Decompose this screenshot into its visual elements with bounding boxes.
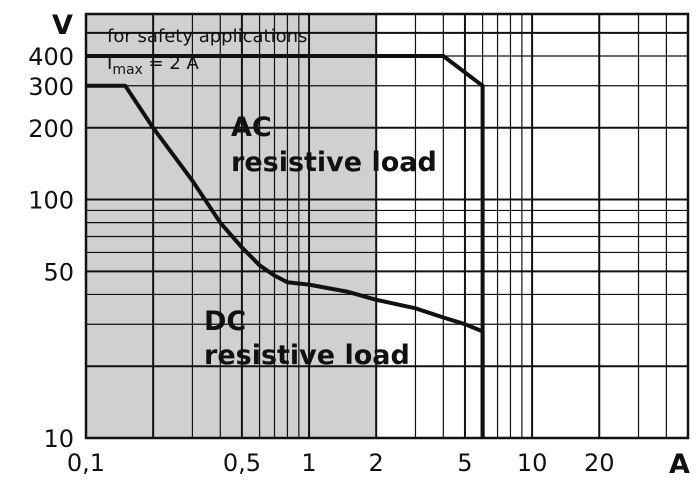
x-tick-label: 0,1	[67, 449, 105, 477]
y-axis-label: V	[52, 10, 73, 41]
safety-note-line2: Imax = 2 A	[107, 53, 200, 78]
y-tick-label: 10	[43, 425, 74, 453]
ac-series-label-line1: AC	[231, 112, 272, 143]
dc-series-label-line1: DC	[204, 306, 246, 337]
y-tick-label: 50	[43, 258, 74, 286]
ac-series-label-line2: resistive load	[231, 147, 437, 178]
plot-frame	[84, 12, 690, 440]
dc-curve	[86, 83, 485, 438]
x-tick-label: 0,5	[223, 449, 261, 477]
shaded-region	[86, 14, 377, 438]
x-tick-label: 10	[517, 449, 548, 477]
grid	[84, 12, 690, 440]
dc-series-label-line2: resistive load	[204, 340, 410, 371]
ac-curve	[86, 54, 485, 438]
y-tick-label: 200	[28, 115, 74, 143]
safety-note-line1: for safety applications	[107, 26, 307, 47]
curves	[86, 54, 485, 438]
x-tick-label: 2	[369, 449, 384, 477]
x-tick-label: 5	[457, 449, 472, 477]
x-tick-label: 1	[301, 449, 316, 477]
y-tick-label: 100	[28, 187, 74, 215]
x-tick-label: 20	[584, 449, 615, 477]
y-tick-label: 300	[28, 73, 74, 101]
x-axis-label: A	[669, 449, 690, 480]
y-tick-label: 400	[28, 43, 74, 71]
